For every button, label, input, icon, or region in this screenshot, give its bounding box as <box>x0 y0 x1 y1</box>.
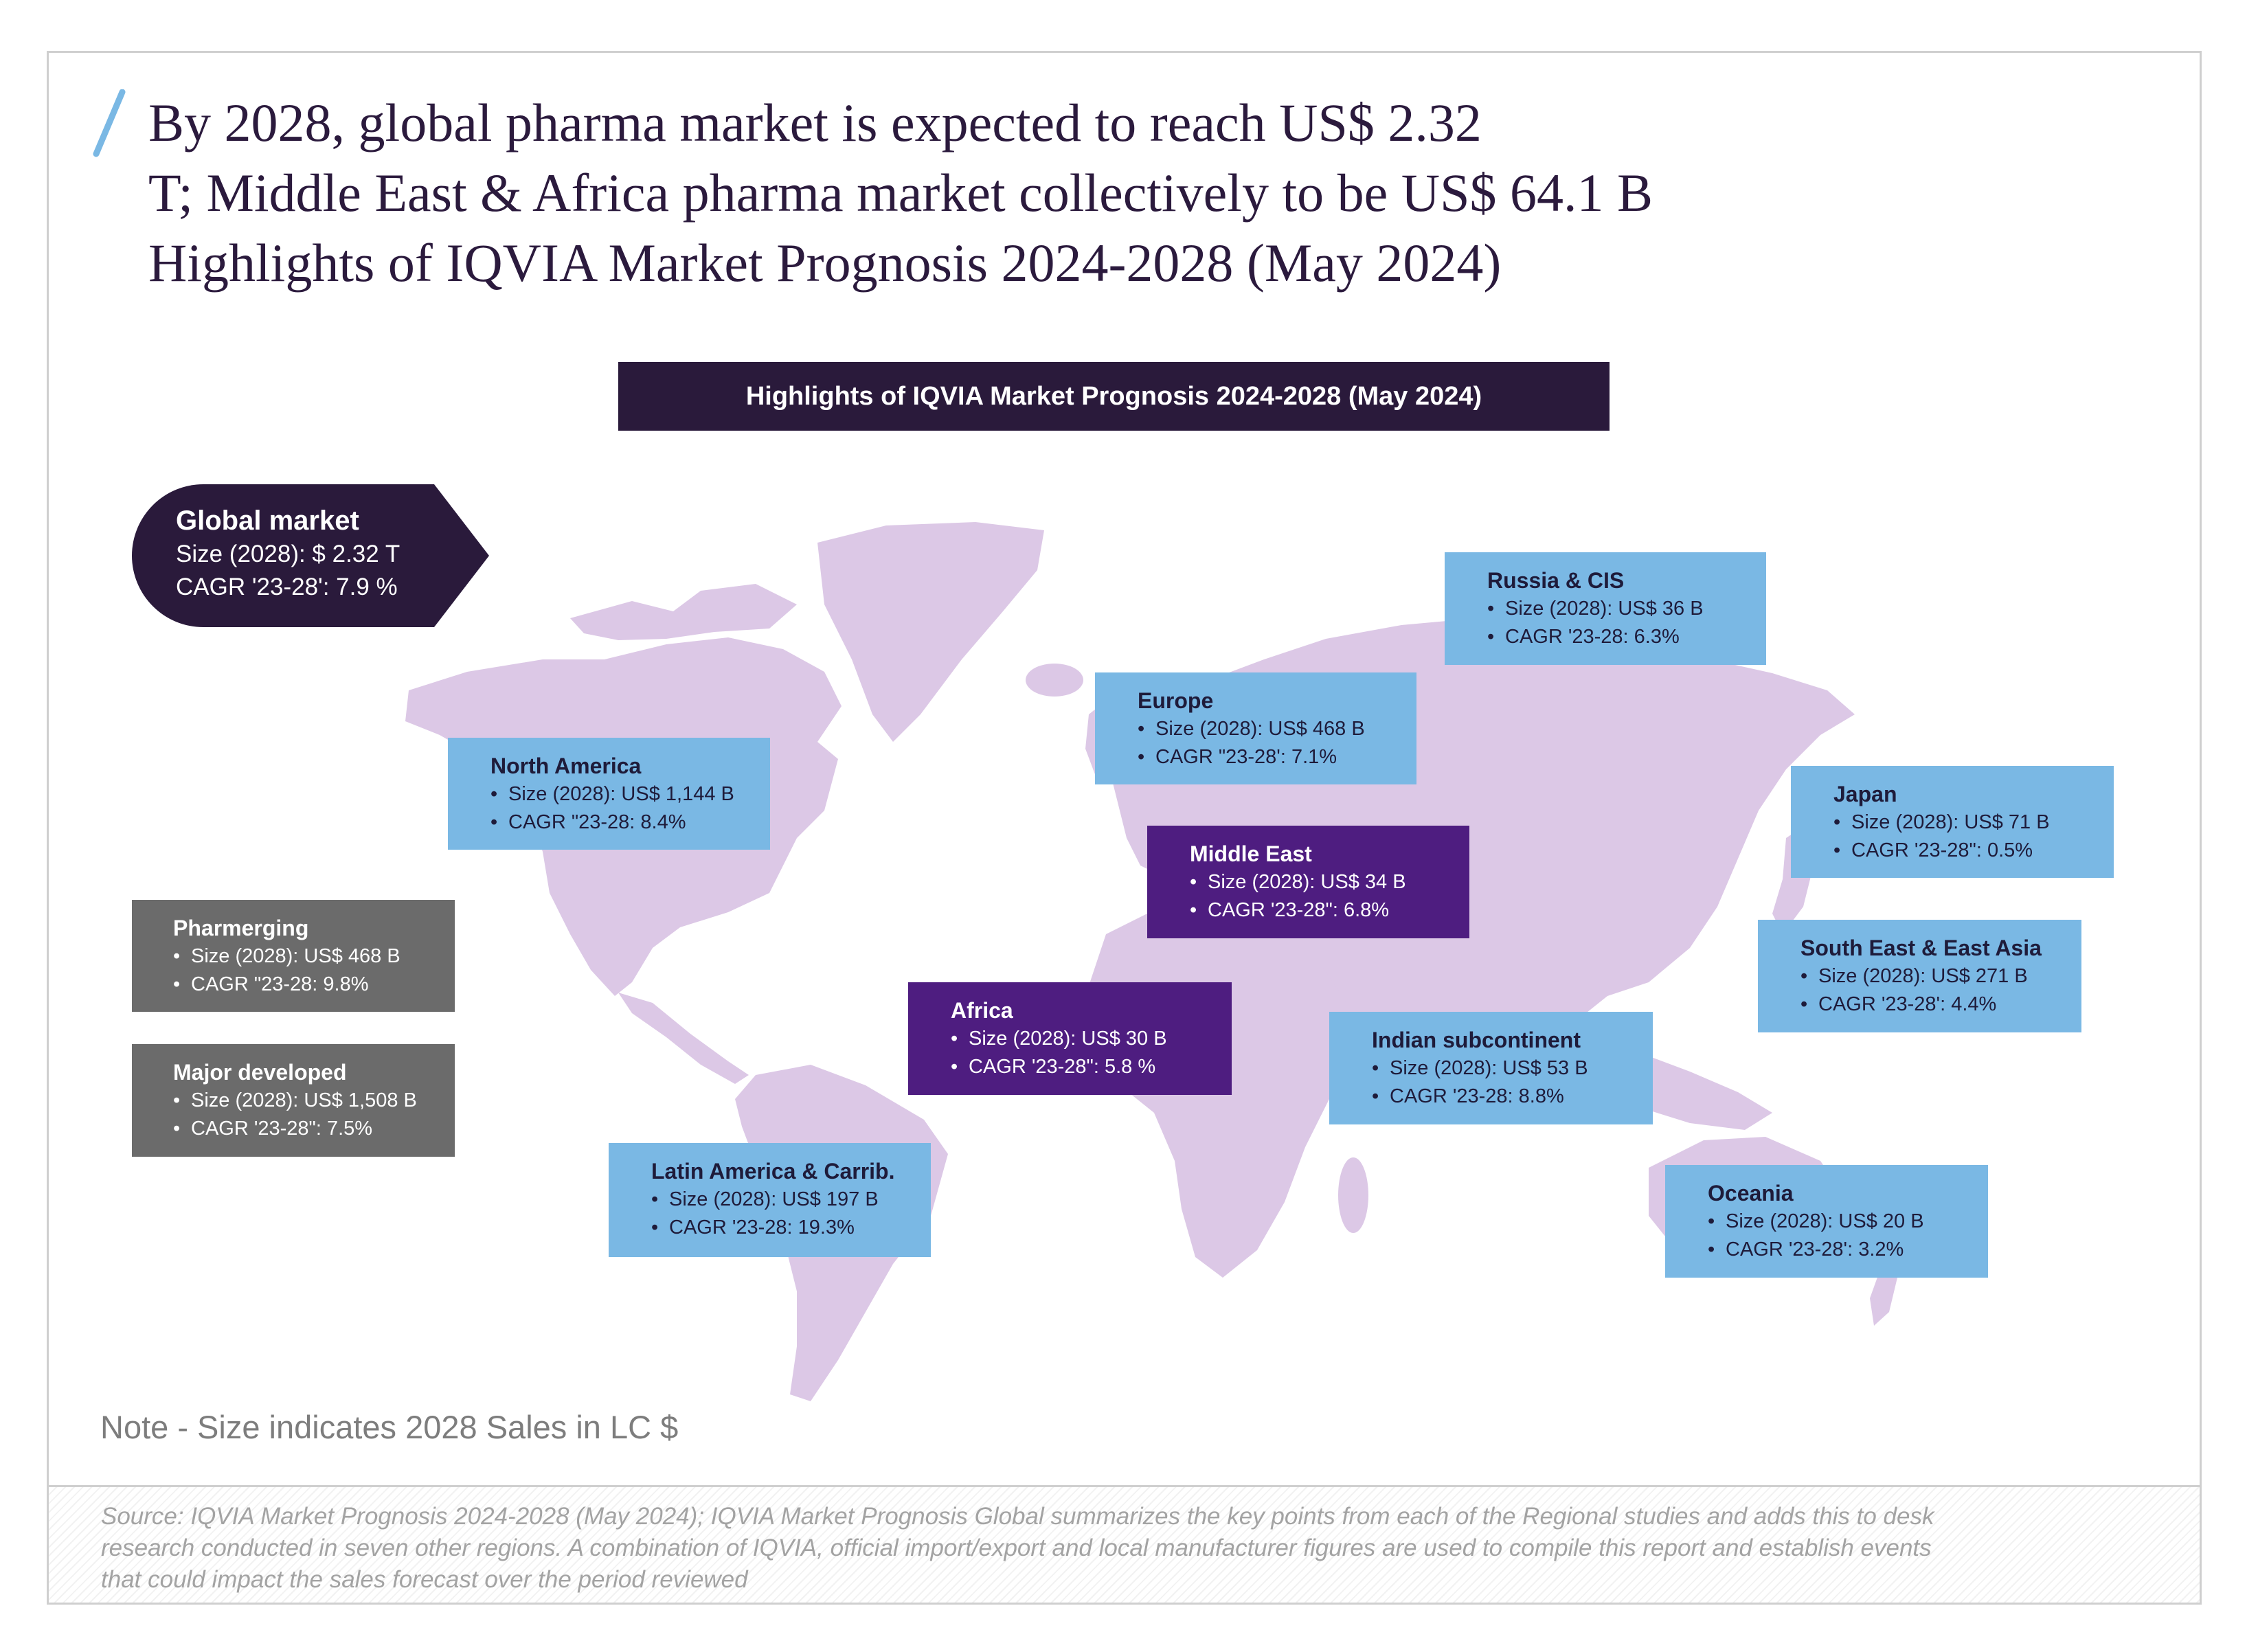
region-cagr: CAGR '23-28": 6.8% <box>1190 896 1456 925</box>
segment-cagr: CAGR "23-28: 9.8% <box>173 971 441 999</box>
global-market-cagr: CAGR '23-28': 7.9 % <box>176 574 398 600</box>
region-name: South East & East Asia <box>1800 936 2042 960</box>
region-name: Oceania <box>1708 1181 1794 1206</box>
segment-name: Pharmerging <box>173 916 309 940</box>
region-name: Indian subcontinent <box>1372 1028 1581 1052</box>
title-line-2: T; Middle East & Africa pharma market co… <box>148 163 1653 223</box>
region-cagr: CAGR '23-28: 19.3% <box>651 1214 917 1242</box>
title-line-3: Highlights of IQVIA Market Prognosis 202… <box>148 233 1502 293</box>
greenland-landmass <box>817 522 1044 742</box>
iceland-landmass <box>1026 664 1083 697</box>
region-size: Size (2028): US$ 36 B <box>1487 595 1752 623</box>
segment-name: Major developed <box>173 1060 347 1085</box>
page-title: By 2028, global pharma market is expecte… <box>148 88 1934 298</box>
region-name: Russia & CIS <box>1487 568 1625 593</box>
region-name: Europe <box>1138 688 1214 713</box>
region-box-south-east-east-asia: South East & East Asia Size (2028): US$ … <box>1758 920 2081 1032</box>
global-market-size: Size (2028): $ 2.32 T <box>176 541 400 567</box>
region-cagr: CAGR "23-28: 8.4% <box>490 808 756 837</box>
arctic-islands <box>570 584 797 640</box>
region-size: Size (2028): US$ 468 B <box>1138 715 1403 743</box>
global-market-callout: Global market Size (2028): $ 2.32 T CAGR… <box>132 484 489 627</box>
central-america-landmass <box>618 993 749 1084</box>
size-note: Note - Size indicates 2028 Sales in LC $ <box>100 1409 679 1445</box>
region-size: Size (2028): US$ 34 B <box>1190 868 1456 896</box>
segment-box-major-developed: Major developed Size (2028): US$ 1,508 B… <box>132 1044 455 1157</box>
region-name: Middle East <box>1190 841 1312 866</box>
region-box-indian-subcontinent: Indian subcontinent Size (2028): US$ 53 … <box>1329 1012 1653 1124</box>
region-box-russia-cis: Russia & CIS Size (2028): US$ 36 B CAGR … <box>1445 552 1766 665</box>
region-box-africa: Africa Size (2028): US$ 30 B CAGR '23-28… <box>908 982 1232 1095</box>
region-cagr: CAGR '23-28": 0.5% <box>1833 837 2100 865</box>
region-box-middle-east: Middle East Size (2028): US$ 34 B CAGR '… <box>1147 826 1469 938</box>
region-size: Size (2028): US$ 71 B <box>1833 808 2100 837</box>
segment-size: Size (2028): US$ 468 B <box>173 942 441 971</box>
region-cagr: CAGR '23-28": 5.8 % <box>951 1053 1218 1081</box>
segment-size: Size (2028): US$ 1,508 B <box>173 1087 441 1115</box>
madagascar-landmass <box>1338 1157 1368 1233</box>
region-box-north-america: North America Size (2028): US$ 1,144 B C… <box>448 738 770 850</box>
region-cagr: CAGR '23-28': 4.4% <box>1800 991 2068 1019</box>
global-market-heading: Global market <box>176 506 359 536</box>
region-box-europe: Europe Size (2028): US$ 468 B CAGR "23-2… <box>1095 672 1416 784</box>
region-size: Size (2028): US$ 271 B <box>1800 962 2068 991</box>
region-size: Size (2028): US$ 30 B <box>951 1025 1218 1053</box>
region-size: Size (2028): US$ 197 B <box>651 1186 917 1214</box>
new-zealand-landmass <box>1870 1264 1897 1326</box>
accent-slash-icon <box>93 89 126 157</box>
region-cagr: CAGR '23-28': 3.2% <box>1708 1236 1974 1264</box>
region-name: North America <box>490 754 642 778</box>
segment-box-pharmerging: Pharmerging Size (2028): US$ 468 B CAGR … <box>132 900 455 1012</box>
highlights-banner: Highlights of IQVIA Market Prognosis 202… <box>618 362 1610 431</box>
region-name: Japan <box>1833 782 1897 806</box>
source-footer: Source: IQVIA Market Prognosis 2024-2028… <box>49 1485 2200 1603</box>
global-market-shape <box>132 484 489 627</box>
region-size: Size (2028): US$ 20 B <box>1708 1208 1974 1236</box>
source-text: Source: IQVIA Market Prognosis 2024-2028… <box>101 1503 1934 1593</box>
region-cagr: CAGR '23-28: 8.8% <box>1372 1083 1639 1111</box>
region-size: Size (2028): US$ 1,144 B <box>490 780 756 808</box>
region-cagr: CAGR "23-28': 7.1% <box>1138 743 1403 771</box>
region-box-latin-america: Latin America & Carrib. Size (2028): US$… <box>609 1143 931 1257</box>
region-name: Latin America & Carrib. <box>651 1159 895 1184</box>
title-line-1: By 2028, global pharma market is expecte… <box>148 93 1482 152</box>
region-name: Africa <box>951 998 1013 1023</box>
segment-cagr: CAGR '23-28": 7.5% <box>173 1115 441 1143</box>
region-box-oceania: Oceania Size (2028): US$ 20 B CAGR '23-2… <box>1665 1165 1988 1278</box>
region-size: Size (2028): US$ 53 B <box>1372 1054 1639 1083</box>
region-box-japan: Japan Size (2028): US$ 71 B CAGR '23-28"… <box>1791 766 2114 878</box>
region-cagr: CAGR '23-28: 6.3% <box>1487 623 1752 651</box>
